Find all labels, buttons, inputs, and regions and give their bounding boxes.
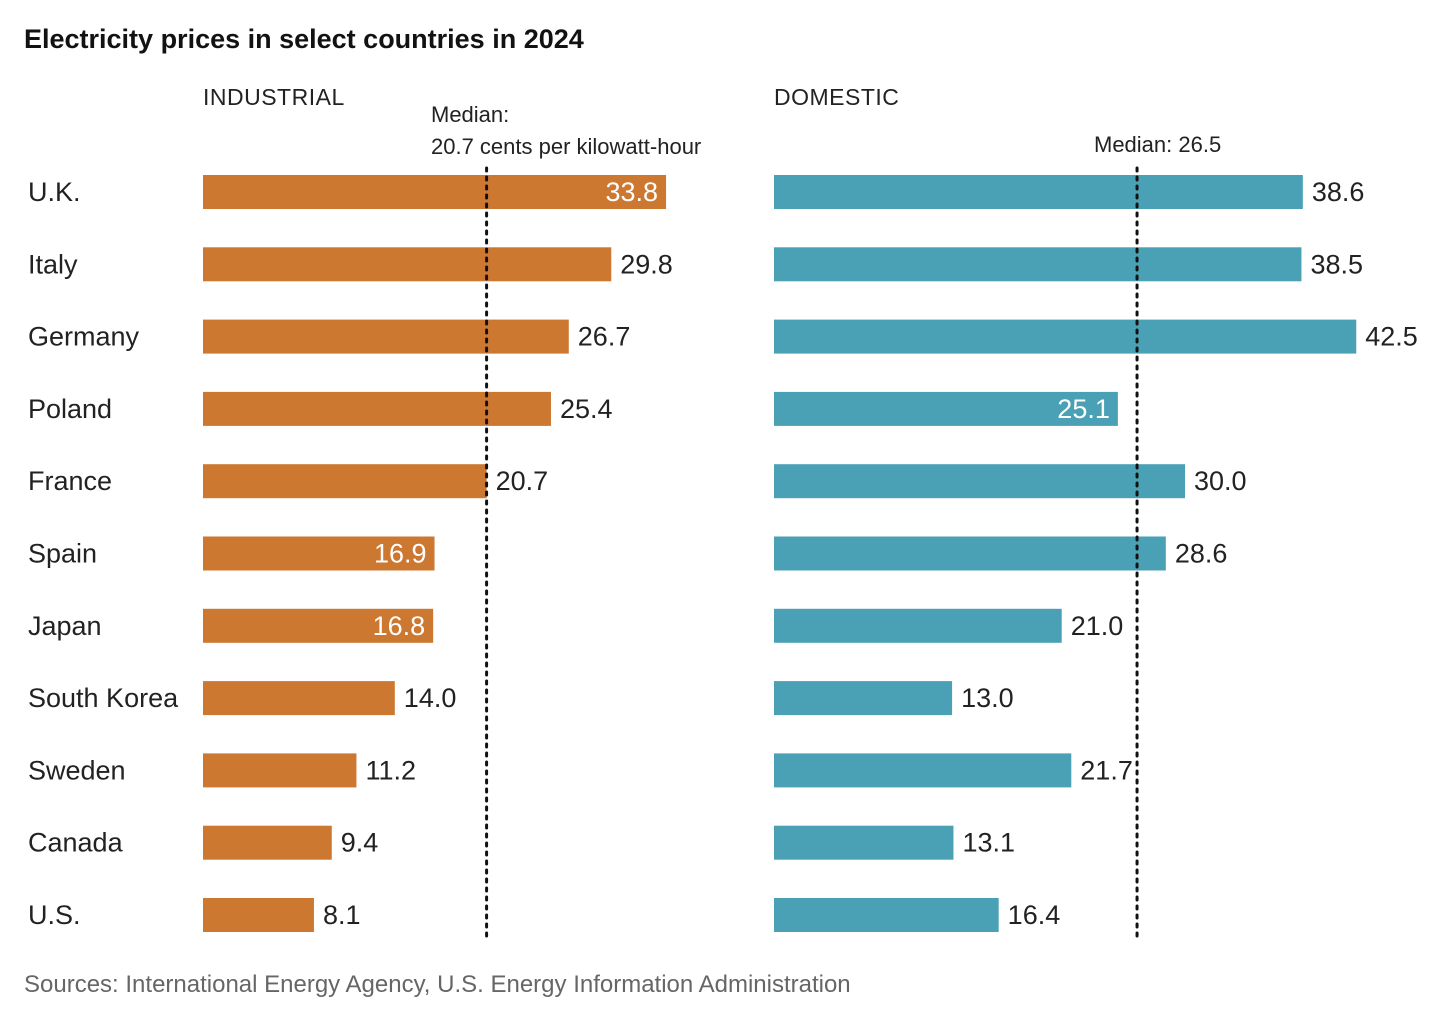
- category-label: Sweden: [28, 755, 126, 785]
- industrial-value-label: 26.7: [578, 322, 631, 352]
- domestic-value-label: 21.7: [1080, 755, 1133, 785]
- domestic-bar: [774, 681, 953, 716]
- industrial-bar: [203, 825, 332, 860]
- category-label: Spain: [28, 539, 97, 569]
- industrial-value-label: 16.9: [374, 539, 427, 569]
- domestic-value-label: 28.6: [1175, 539, 1228, 569]
- domestic-value-label: 38.5: [1310, 249, 1363, 279]
- industrial-bar: [203, 536, 435, 571]
- chart-title: Electricity prices in select countries i…: [24, 24, 584, 54]
- industrial-bar: [203, 464, 487, 499]
- domestic-bar: [774, 898, 999, 932]
- category-label: France: [28, 466, 112, 496]
- category-label: Canada: [28, 828, 124, 858]
- domestic-bar: [774, 175, 1303, 209]
- industrial-bar: [203, 753, 357, 788]
- industrial-value-label: 33.8: [605, 177, 658, 207]
- industrial-value-label: 25.4: [560, 394, 613, 424]
- domestic-bar: [774, 247, 1302, 282]
- domestic-bar: [774, 608, 1062, 643]
- industrial-panel-label: INDUSTRIAL: [203, 84, 345, 110]
- industrial-value-label: 20.7: [496, 466, 549, 496]
- domestic-value-label: 16.4: [1008, 900, 1061, 930]
- industrial-panel: INDUSTRIAL Median: 20.7 cents per kilowa…: [203, 84, 701, 159]
- domestic-bar: [774, 753, 1072, 788]
- category-label: Germany: [28, 322, 140, 352]
- domestic-bar: [774, 391, 1118, 426]
- domestic-value-label: 13.0: [961, 683, 1014, 713]
- category-labels: U.K. Italy Germany Poland France Spain Japan So…: [28, 177, 179, 930]
- domestic-value-label: 38.6: [1312, 177, 1365, 207]
- industrial-bar: [203, 391, 551, 426]
- industrial-bar: [203, 898, 314, 932]
- category-label: U.S.: [28, 900, 81, 930]
- domestic-value-label: 21.0: [1071, 611, 1124, 641]
- industrial-value-label: 16.8: [373, 611, 426, 641]
- category-label: Japan: [28, 611, 102, 641]
- category-label: U.K.: [28, 177, 81, 207]
- domestic-bars: 38.6 38.5 42.5 25.1 30.0 28.6 21.0 13.0 21.7 13.1…: [774, 166, 1418, 938]
- source-note: Sources: International Energy Agency, U.…: [24, 971, 851, 998]
- industrial-median-label-line1: Median:: [431, 102, 509, 127]
- domestic-value-label: 30.0: [1194, 466, 1247, 496]
- industrial-bar: [203, 247, 612, 282]
- domestic-bar: [774, 536, 1166, 571]
- category-label: South Korea: [28, 683, 179, 713]
- industrial-value-label: 9.4: [341, 828, 379, 858]
- domestic-value-label: 13.1: [962, 828, 1015, 858]
- industrial-bars: 33.8 29.8 26.7 25.4 20.7 16.9 16.8 14.0 11.2 9.4 8…: [203, 166, 673, 938]
- domestic-median-label: Median: 26.5: [1094, 132, 1221, 157]
- industrial-value-label: 11.2: [365, 755, 416, 785]
- domestic-bar: [774, 825, 954, 860]
- domestic-bar: [774, 464, 1185, 499]
- industrial-value-label: 14.0: [404, 683, 457, 713]
- industrial-bar: [203, 608, 434, 643]
- category-label: Poland: [28, 394, 112, 424]
- category-label: Italy: [28, 249, 78, 279]
- domestic-value-label: 42.5: [1365, 322, 1418, 352]
- industrial-bar: [203, 319, 569, 354]
- domestic-bar: [774, 319, 1357, 354]
- industrial-value-label: 8.1: [323, 900, 361, 930]
- industrial-median-label-line2: 20.7 cents per kilowatt-hour: [431, 134, 701, 159]
- industrial-bar: [203, 681, 395, 716]
- domestic-panel-label: DOMESTIC: [774, 84, 899, 110]
- domestic-value-label: 25.1: [1057, 394, 1110, 424]
- domestic-panel: DOMESTIC Median: 26.5: [774, 84, 1221, 157]
- industrial-value-label: 29.8: [620, 249, 673, 279]
- industrial-bar: [203, 175, 667, 209]
